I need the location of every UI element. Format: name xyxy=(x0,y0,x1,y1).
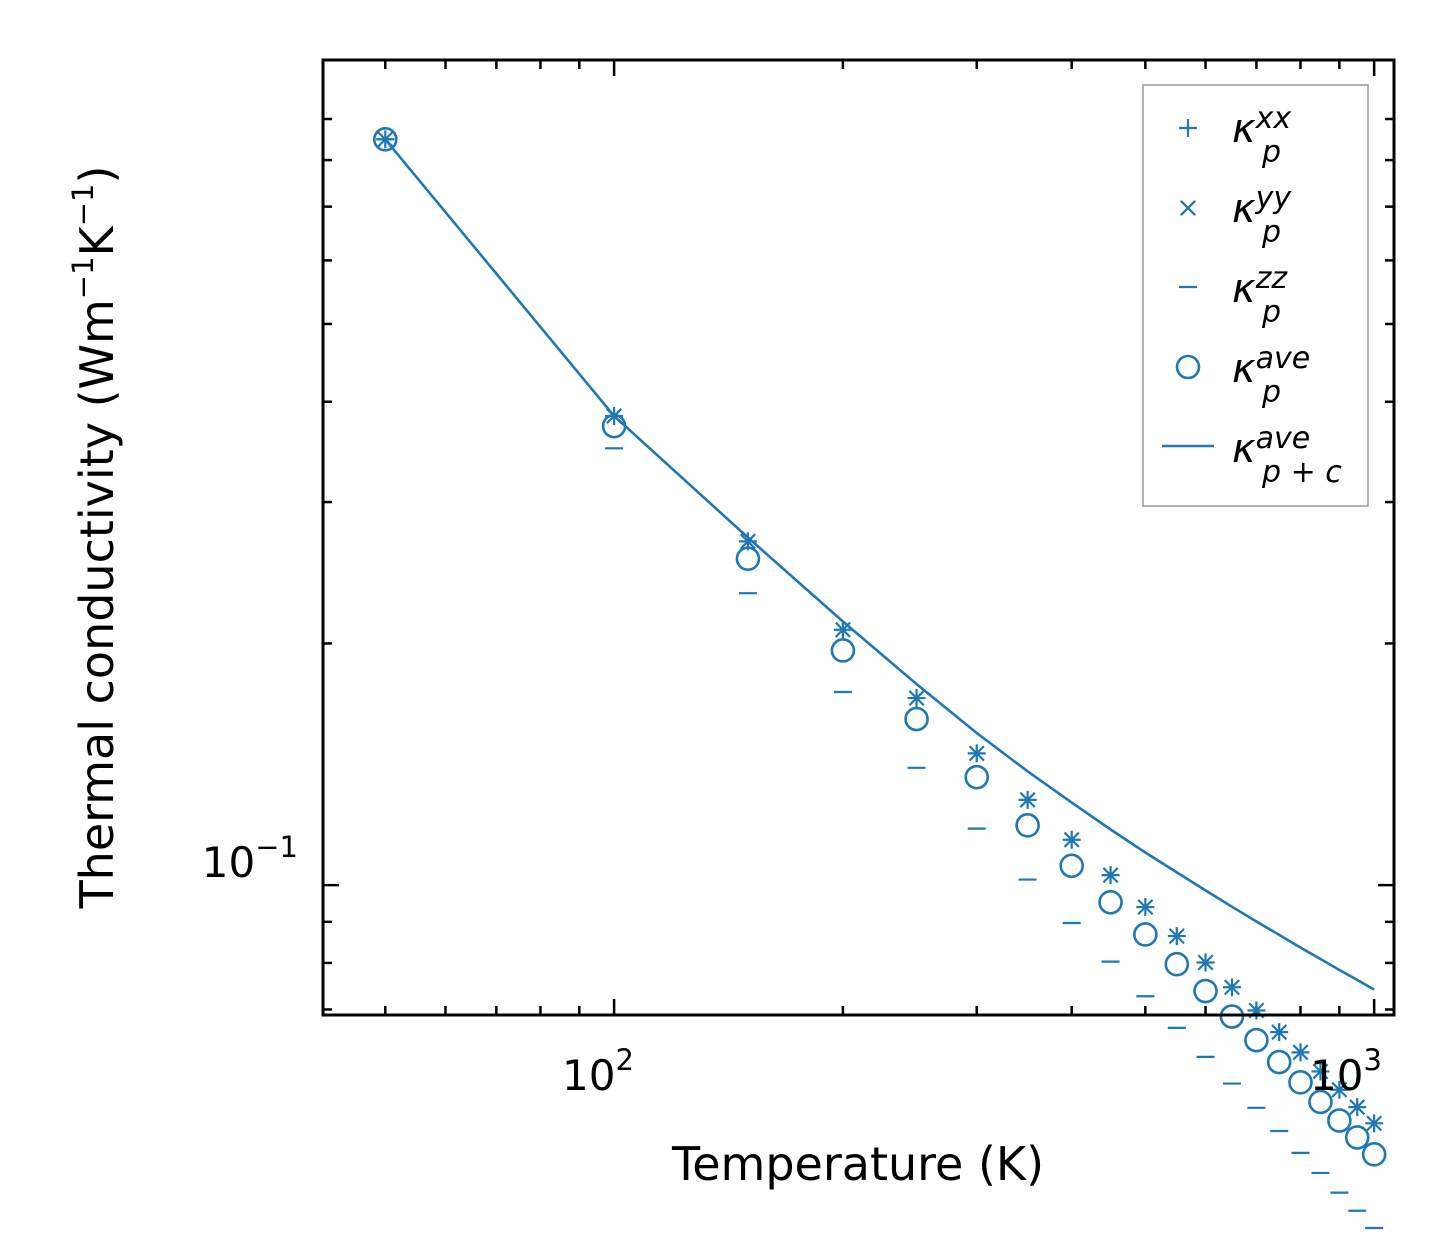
data-point-x xyxy=(1102,867,1119,884)
data-point-circle xyxy=(1344,1125,1370,1150)
legend-box xyxy=(1142,84,1369,507)
data-point-x xyxy=(1366,1115,1383,1132)
data-point-circle xyxy=(1133,922,1158,947)
data-point-circle xyxy=(964,764,990,790)
plot-frame xyxy=(321,58,1396,1017)
data-point-x xyxy=(1197,954,1214,971)
data-point-circle xyxy=(1308,1089,1333,1115)
data-point-x xyxy=(968,745,985,762)
x-axis-label: Temperature (K) xyxy=(671,1137,1044,1191)
data-point-x xyxy=(1312,1063,1329,1080)
data-point-circle xyxy=(1164,951,1190,977)
data-point-x xyxy=(1137,899,1154,916)
data-point-x xyxy=(1223,979,1240,996)
data-point-circle xyxy=(1288,1070,1313,1095)
x-tick-label-100: 102 xyxy=(562,1043,634,1100)
data-point-x xyxy=(1349,1099,1366,1116)
legend-marker-circle xyxy=(1175,354,1201,380)
data-point-x xyxy=(1292,1044,1309,1061)
data-point-x xyxy=(1271,1024,1288,1041)
legend-label-ave-pc: κave p + c xyxy=(1232,421,1342,490)
data-point-x xyxy=(1019,791,1036,808)
legend-label-xx: κxx p xyxy=(1232,101,1291,170)
legend-label-yy: κyy p xyxy=(1232,181,1292,250)
legend: κxx p κyy p κzz p κave p κave p + c xyxy=(1142,84,1369,507)
legend-markers xyxy=(1162,119,1214,448)
legend-marker-plus xyxy=(1179,119,1197,137)
x-tick-label-1000: 103 xyxy=(1310,1043,1382,1100)
data-point-circle xyxy=(830,638,856,663)
data-point-x xyxy=(1168,928,1185,945)
data-point-circle xyxy=(1244,1027,1269,1053)
legend-label-ave: κave p xyxy=(1232,341,1310,410)
data-point-circle xyxy=(1327,1108,1352,1133)
legend-label-zz: κzz p xyxy=(1232,261,1288,330)
data-point-circle xyxy=(1059,853,1084,879)
legend-marker-x xyxy=(1180,200,1196,216)
data-point-x xyxy=(908,690,925,707)
data-point-circle xyxy=(1361,1142,1387,1167)
data-point-x xyxy=(1331,1081,1348,1098)
plot-data xyxy=(373,127,1387,1230)
data-point-circle xyxy=(1098,889,1123,915)
data-point-circle xyxy=(1266,1049,1292,1075)
data-point-x xyxy=(739,533,756,550)
data-point-circle xyxy=(735,546,761,572)
y-axis-label: Thermal conductivity (Wm−1K−1) xyxy=(66,166,124,910)
data-point-circle xyxy=(1219,1004,1245,1029)
data-point-circle xyxy=(373,127,398,152)
y-tick-label-0.1: 10−1 xyxy=(202,830,298,887)
data-point-x xyxy=(1063,831,1080,848)
data-point-circle xyxy=(904,706,929,732)
data-point-circle xyxy=(1193,978,1218,1004)
data-point-circle xyxy=(1015,813,1040,838)
series-line-kappa-p-c-ave xyxy=(384,138,1375,991)
